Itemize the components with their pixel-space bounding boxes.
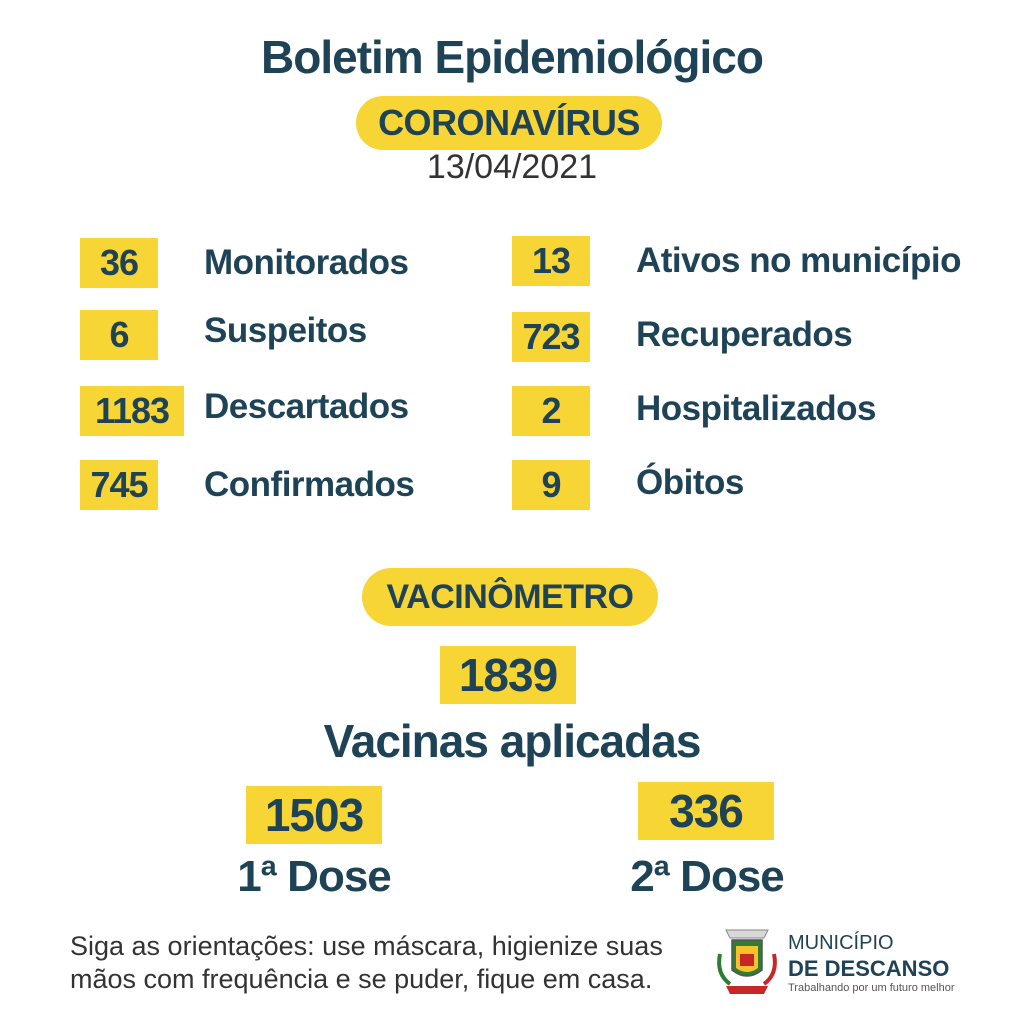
- active-value: 13: [512, 236, 590, 286]
- deaths-label: Óbitos: [636, 463, 744, 502]
- suspected-label: Suspeitos: [204, 311, 367, 350]
- hospitalized-label: Hospitalizados: [636, 389, 876, 428]
- bulletin-date: 13/04/2021: [426, 148, 598, 186]
- recovered-label: Recuperados: [636, 315, 853, 354]
- deaths-value: 9: [512, 460, 590, 510]
- footer-line-1: Siga as orientações: use máscara, higien…: [70, 931, 663, 961]
- vaccinometer-badge: VACINÔMETRO: [362, 568, 658, 626]
- hospitalized-value: 2: [512, 386, 590, 436]
- municipality-name: DE DESCANSO: [788, 956, 950, 981]
- dose2-label: 2ª Dose: [630, 852, 785, 901]
- discarded-label: Descartados: [204, 387, 409, 426]
- confirmed-label: Confirmados: [204, 465, 415, 504]
- discarded-value: 1183: [80, 386, 184, 436]
- dose1-label: 1ª Dose: [237, 852, 392, 901]
- footer-advice: Siga as orientações: use máscara, higien…: [70, 930, 670, 996]
- vaccines-total-label: Vacinas aplicadas: [323, 715, 702, 767]
- monitored-label: Monitorados: [204, 243, 409, 282]
- footer-line-2: mãos com frequência e se puder, fique em…: [70, 964, 653, 994]
- municipality-slogan: Trabalhando por um futuro melhor: [788, 982, 955, 994]
- municipality-prefix: MUNICÍPIO: [788, 932, 894, 954]
- suspected-value: 6: [80, 310, 158, 360]
- coronavirus-badge: CORONAVÍRUS: [356, 96, 662, 150]
- dose1-value: 1503: [246, 786, 382, 844]
- recovered-value: 723: [512, 312, 590, 362]
- municipal-coat-of-arms-icon: [712, 924, 782, 1000]
- active-label: Ativos no município: [636, 241, 961, 280]
- monitored-value: 36: [80, 238, 158, 288]
- confirmed-value: 745: [80, 460, 158, 510]
- vaccines-total-value: 1839: [440, 646, 576, 704]
- dose2-value: 336: [638, 782, 774, 840]
- bulletin-title: Boletim Epidemiológico: [261, 31, 764, 83]
